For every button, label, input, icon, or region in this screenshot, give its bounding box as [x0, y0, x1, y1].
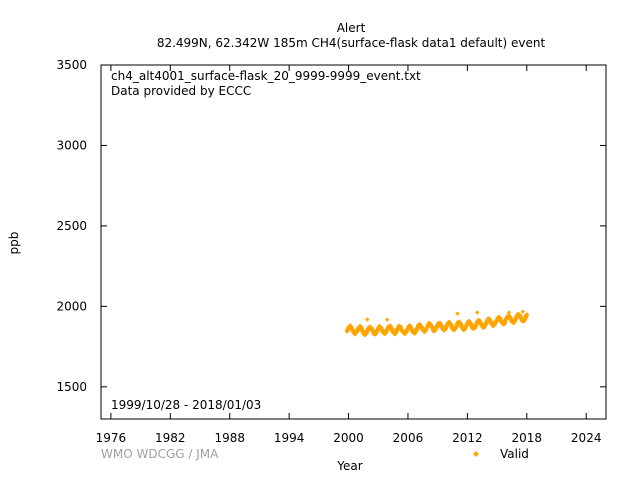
- data-point-1218: [506, 310, 512, 315]
- x-tick-label-2006: 2006: [393, 431, 424, 445]
- legend-label-valid: Valid: [500, 447, 529, 461]
- y-tick-label-3000: 3000: [56, 138, 87, 152]
- data-points: [344, 309, 530, 338]
- y-tick-label-2000: 2000: [56, 299, 87, 313]
- data-point-1216: [455, 311, 460, 316]
- x-tick-label-1988: 1988: [214, 431, 245, 445]
- chart-title: Alert: [337, 21, 366, 35]
- legend-marker-valid: [473, 451, 479, 457]
- y-tick-label-3500: 3500: [56, 58, 87, 72]
- data-point-1215: [384, 317, 390, 322]
- x-tick-label-1982: 1982: [155, 431, 186, 445]
- y-axis-label: ppb: [7, 232, 21, 255]
- file-annotation: ch4_alt4001_surface-flask_20_9999-9999_e…: [111, 69, 421, 83]
- x-tick-label-1976: 1976: [96, 431, 127, 445]
- chart-subtitle: 82.499N, 62.342W 185m CH4(surface-flask …: [157, 36, 546, 50]
- data-point-1214: [365, 317, 370, 322]
- x-tick-label-1994: 1994: [274, 431, 305, 445]
- data-point-1217: [475, 310, 480, 315]
- provider-annotation: Data provided by ECCC: [111, 84, 251, 98]
- x-axis-label: Year: [336, 459, 362, 473]
- y-tick-label-1500: 1500: [56, 380, 87, 394]
- x-axis: 1976 1982 1988 1994 2000 2006 2012 2018 2024: [96, 65, 602, 445]
- data-point-1213: [524, 312, 530, 317]
- plot-area: [100, 64, 607, 420]
- x-tick-label-2000: 2000: [333, 431, 364, 445]
- x-tick-label-2024: 2024: [571, 431, 602, 445]
- y-axis: 1500 2000 2500 3000 3500: [56, 58, 606, 394]
- data-point-1219: [520, 309, 526, 314]
- x-tick-label-2012: 2012: [452, 431, 483, 445]
- credit-text: WMO WDCGG / JMA: [101, 447, 219, 461]
- y-tick-label-2500: 2500: [56, 219, 87, 233]
- date-range-annotation: 1999/10/28 - 2018/01/03: [111, 398, 261, 412]
- legend: Valid: [473, 447, 529, 461]
- x-tick-label-2018: 2018: [512, 431, 543, 445]
